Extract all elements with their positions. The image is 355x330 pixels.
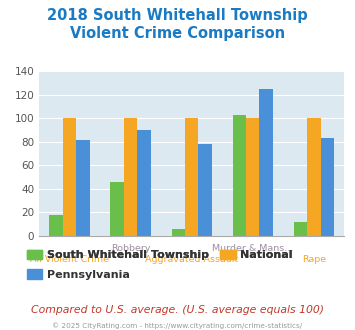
Text: Murder & Mans...: Murder & Mans... [212, 244, 293, 253]
Bar [198, 144, 212, 236]
Text: Rape: Rape [302, 255, 326, 264]
Bar [307, 118, 321, 236]
Text: All Violent Crime: All Violent Crime [30, 255, 109, 264]
Legend: South Whitehall Township, National: South Whitehall Township, National [27, 250, 293, 260]
Bar [137, 130, 151, 236]
Legend: Pennsylvania: Pennsylvania [27, 270, 130, 280]
Text: Robbery: Robbery [111, 244, 151, 253]
Bar [233, 115, 246, 236]
Bar [76, 141, 90, 236]
Bar [246, 118, 260, 236]
Bar [185, 118, 198, 236]
Bar [171, 229, 185, 236]
Bar [110, 182, 124, 236]
Text: 2018 South Whitehall Township
Violent Crime Comparison: 2018 South Whitehall Township Violent Cr… [47, 8, 308, 41]
Text: Compared to U.S. average. (U.S. average equals 100): Compared to U.S. average. (U.S. average … [31, 305, 324, 315]
Text: © 2025 CityRating.com - https://www.cityrating.com/crime-statistics/: © 2025 CityRating.com - https://www.city… [53, 323, 302, 329]
Bar [124, 118, 137, 236]
Bar [260, 89, 273, 236]
Bar [63, 118, 76, 236]
Bar [321, 138, 334, 236]
Text: Aggravated Assault: Aggravated Assault [145, 255, 238, 264]
Bar [49, 215, 63, 236]
Bar [294, 222, 307, 236]
